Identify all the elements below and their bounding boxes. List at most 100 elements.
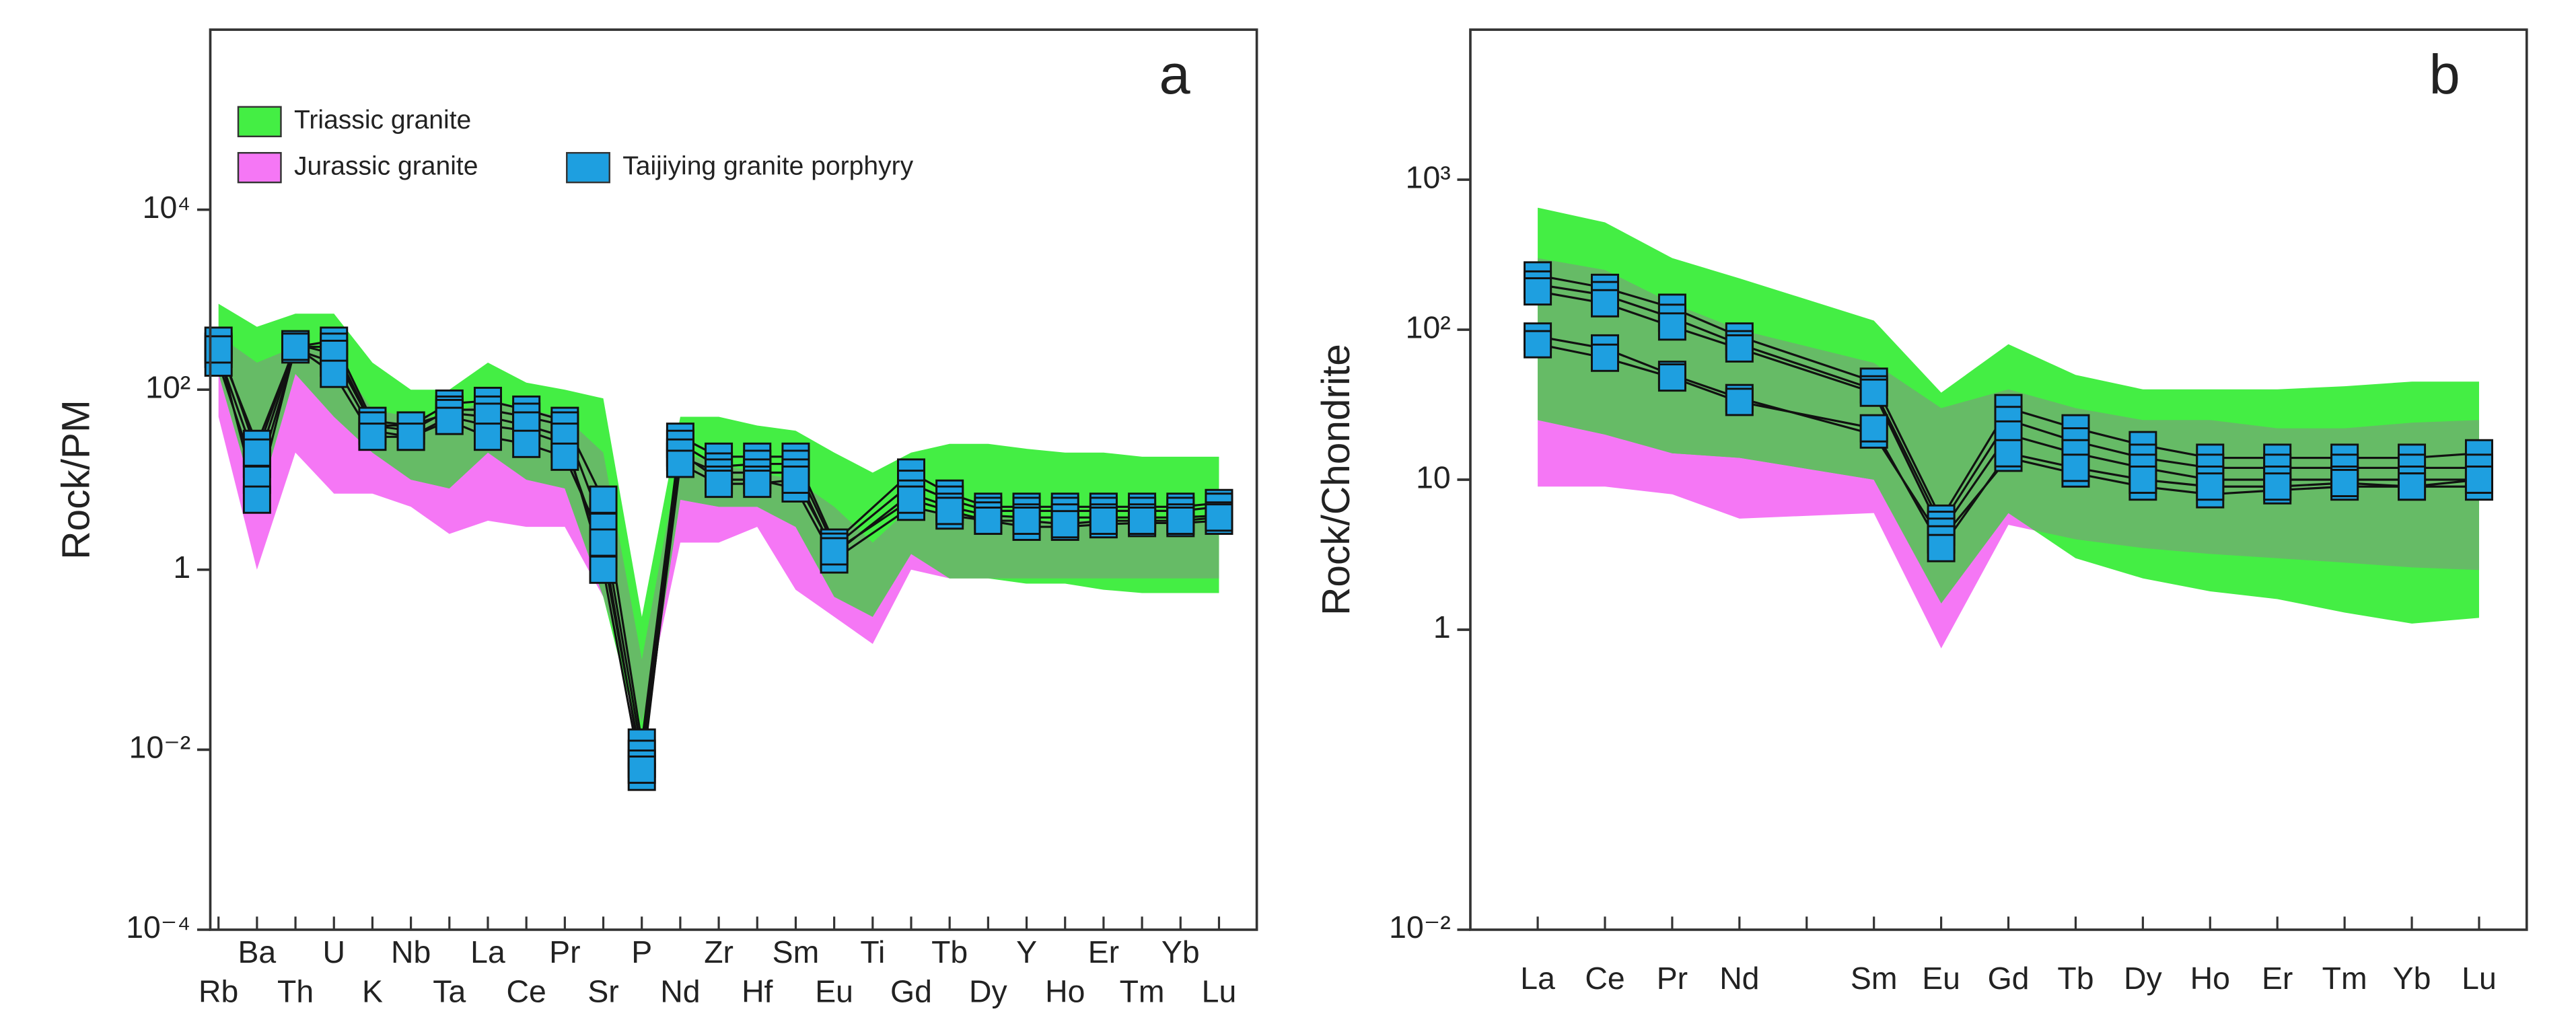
x-tick-label: Eu — [1922, 961, 1960, 996]
legend-label: Taijiying granite porphyry — [622, 151, 913, 180]
panel-label: b — [2429, 43, 2460, 106]
sample-marker — [435, 406, 464, 435]
sample-marker — [1657, 312, 1686, 341]
x-tick-label: Pr — [1657, 961, 1688, 996]
x-tick-label: Gd — [1988, 961, 2030, 996]
x-tick-label: Sm — [773, 934, 820, 969]
x-tick-label: Er — [1088, 934, 1119, 969]
sample-marker — [820, 537, 849, 566]
x-tick-label: Er — [2262, 961, 2293, 996]
y-tick-label: 10³ — [1406, 159, 1451, 194]
sample-marker — [550, 442, 579, 471]
x-tick-label: Ti — [860, 934, 885, 969]
x-tick-label: Nd — [660, 973, 700, 1008]
y-axis-label: Rock/PM — [55, 400, 98, 560]
sample-marker — [1927, 534, 1956, 562]
x-tick-label: Yb — [2393, 961, 2431, 996]
sample-marker — [2061, 453, 2090, 482]
sample-marker — [512, 429, 541, 458]
y-tick-label: 10⁴ — [143, 190, 191, 225]
x-tick-label: K — [362, 973, 383, 1008]
sample-marker — [1166, 507, 1195, 536]
sample-marker — [589, 555, 618, 584]
y-tick-label: 1 — [1433, 610, 1451, 645]
x-tick-label: Dy — [969, 973, 1007, 1008]
sample-marker — [2196, 472, 2225, 501]
sample-marker — [1524, 277, 1552, 306]
x-tick-label: Zr — [704, 934, 734, 969]
sample-marker — [1089, 507, 1118, 536]
sample-marker — [589, 485, 618, 514]
sample-marker — [1205, 503, 1233, 532]
sample-marker — [473, 422, 502, 451]
sample-marker — [1657, 363, 1686, 392]
y-tick-label: 10² — [1406, 309, 1451, 344]
x-tick-label: Lu — [2462, 961, 2497, 996]
sample-marker — [396, 422, 425, 451]
legend-label: Triassic granite — [294, 106, 471, 135]
y-tick-label: 10⁻² — [1389, 910, 1451, 945]
sample-marker — [358, 422, 387, 451]
y-tick-label: 10⁻⁴ — [126, 910, 190, 945]
sample-marker — [242, 438, 271, 467]
sample-marker — [705, 470, 734, 499]
legend-swatch — [237, 151, 282, 184]
x-tick-label: Th — [277, 973, 314, 1008]
sample-marker — [2464, 466, 2493, 494]
sample-marker — [1524, 330, 1552, 359]
x-tick-label: Ce — [1585, 961, 1624, 996]
sample-marker — [1725, 334, 1754, 363]
sample-marker — [627, 756, 656, 784]
sample-marker — [589, 528, 618, 557]
x-tick-label: Tm — [1120, 973, 1165, 1008]
x-tick-label: P — [631, 934, 652, 969]
x-tick-label: U — [322, 934, 345, 969]
sample-marker — [281, 332, 310, 361]
sample-marker — [1859, 378, 1888, 407]
sample-marker — [935, 496, 964, 525]
x-tick-label: Eu — [815, 973, 853, 1008]
x-tick-label: Hf — [742, 973, 773, 1008]
legend-swatch — [237, 106, 282, 137]
legend-label: Jurassic granite — [294, 151, 478, 180]
sample-marker — [1994, 439, 2023, 468]
x-tick-label: Dy — [2124, 961, 2162, 996]
sample-marker — [974, 507, 1003, 536]
y-tick-label: 10⁻² — [129, 730, 191, 765]
x-tick-label: Gd — [890, 973, 932, 1008]
sample-marker — [1859, 414, 1888, 443]
sample-marker — [2128, 466, 2157, 494]
sample-marker — [743, 470, 772, 499]
sample-marker — [2398, 472, 2427, 501]
panel-label: a — [1159, 43, 1190, 106]
sample-marker — [781, 466, 810, 494]
sample-marker — [1050, 510, 1079, 539]
y-tick-label: 1 — [173, 550, 190, 585]
y-tick-label: 10 — [1416, 459, 1451, 494]
x-tick-label: Ta — [433, 973, 466, 1008]
sample-marker — [1591, 343, 1619, 372]
sample-marker — [1128, 507, 1157, 536]
sample-marker — [666, 449, 694, 478]
x-tick-label: Yb — [1161, 934, 1200, 969]
x-tick-label: Tb — [931, 934, 968, 969]
x-tick-label: La — [470, 934, 505, 969]
sample-marker — [242, 485, 271, 514]
y-axis-label: Rock/Chondrite — [1314, 344, 1358, 616]
x-tick-label: Sm — [1851, 961, 1898, 996]
x-tick-label: Nb — [391, 934, 431, 969]
x-tick-label: Ho — [1045, 973, 1085, 1008]
sample-marker — [1591, 289, 1619, 318]
panel: 10⁻² 1 10 10² 10³ La Ce Pr Nd Sm Eu Gd Tb Dy Ho Er Tm Yb L… — [1314, 28, 2528, 996]
y-tick-label: 10² — [145, 369, 190, 404]
x-tick-label: Ba — [238, 934, 277, 969]
x-tick-label: Y — [1016, 934, 1037, 969]
x-tick-label: Lu — [1202, 973, 1237, 1008]
x-tick-label: Pr — [549, 934, 580, 969]
x-tick-label: La — [1520, 961, 1555, 996]
x-tick-label: Tm — [2322, 961, 2367, 996]
sample-marker — [2330, 468, 2359, 497]
sample-marker — [2263, 472, 2292, 501]
